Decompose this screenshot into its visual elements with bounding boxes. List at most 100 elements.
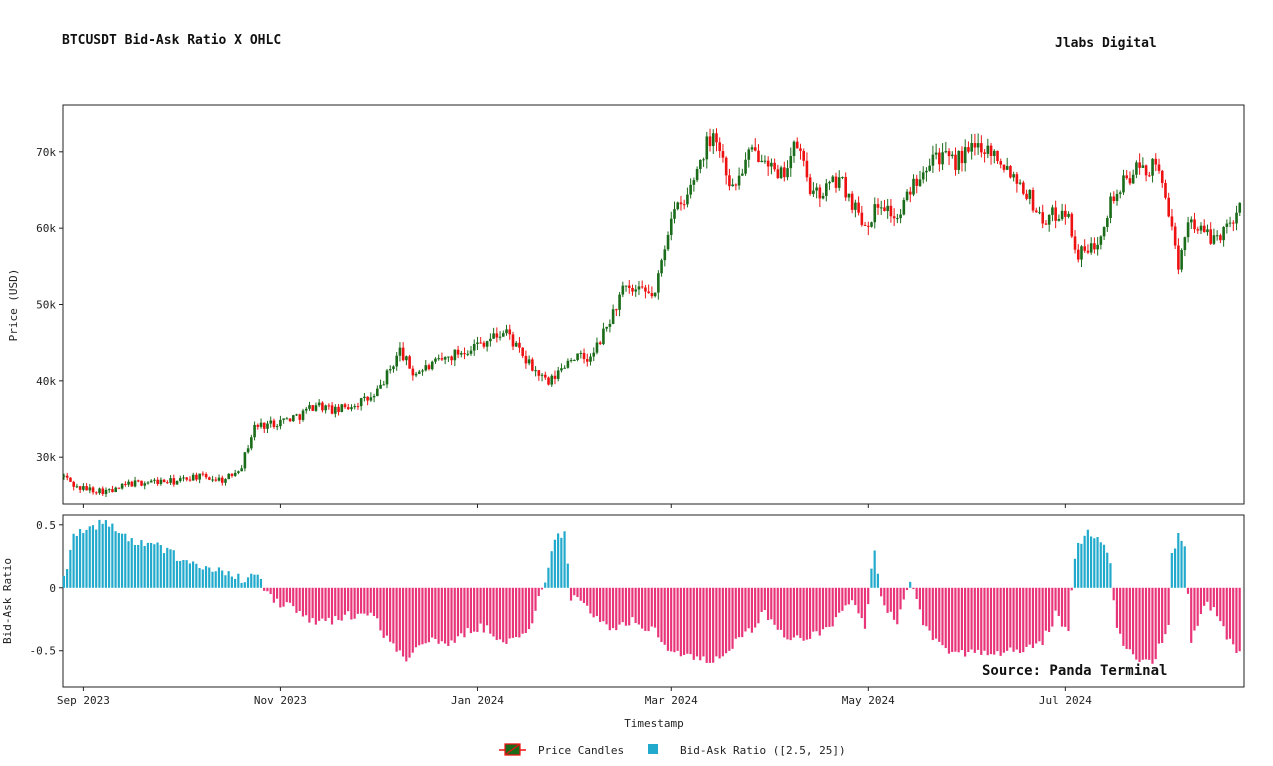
ratio-bar: [1106, 552, 1109, 588]
candle-body: [140, 480, 143, 486]
ratio-bar: [363, 587, 366, 614]
candle-body: [831, 176, 835, 182]
candle-body: [618, 294, 621, 310]
ratio-bar: [88, 526, 91, 588]
ratio-bar: [954, 587, 957, 652]
ratio-bar: [1012, 587, 1015, 652]
candle-body: [879, 207, 883, 209]
ratio-bar: [792, 587, 796, 638]
candle-body: [204, 474, 208, 478]
candle-body: [1144, 165, 1148, 176]
ratio-bar: [398, 587, 401, 651]
chart-title: BTCUSDT Bid-Ask Ratio X OHLC: [62, 33, 281, 48]
ratio-bar: [211, 571, 214, 588]
candle-body: [747, 149, 751, 160]
ratio-bar: [440, 587, 443, 642]
ratio-bar: [317, 587, 321, 621]
ratio-bar: [1102, 544, 1106, 588]
candle-body: [127, 481, 130, 485]
candle-body: [1002, 164, 1006, 170]
candle-body: [1073, 236, 1077, 250]
candle-body: [941, 152, 944, 165]
ratio-bar: [1073, 558, 1077, 588]
candle-body: [553, 375, 557, 379]
candle-body: [253, 424, 256, 438]
ratio-bar: [1015, 587, 1018, 650]
candle-body: [944, 151, 948, 153]
legend-candle-diag: [504, 743, 521, 756]
ratio-bar: [1206, 587, 1209, 602]
ratio-bar: [272, 587, 275, 603]
ratio-bar: [973, 587, 976, 653]
candle-body: [870, 222, 873, 227]
candle-body: [88, 487, 92, 491]
candle-body: [237, 471, 240, 473]
ratio-bar: [944, 587, 947, 649]
ratio-bar: [844, 587, 847, 606]
ratio-bar: [734, 587, 737, 639]
ratio-bar: [925, 587, 928, 627]
candle-body: [285, 418, 289, 420]
ratio-bar: [431, 587, 434, 638]
candle-body: [1222, 226, 1225, 241]
ratio-bar: [1028, 587, 1031, 645]
candle-body: [311, 405, 315, 411]
candle-body: [783, 167, 786, 178]
ratio-bar: [376, 587, 379, 619]
candle-body: [98, 488, 101, 494]
ratio-bar: [359, 587, 363, 614]
candle-body: [573, 359, 576, 361]
candles-layer: [62, 128, 1242, 498]
candle-body: [1206, 229, 1209, 233]
ratio-bar: [828, 587, 831, 627]
candle-body: [598, 342, 602, 345]
ratio-bar: [485, 587, 489, 626]
candle-body: [240, 468, 243, 472]
candle-body: [479, 342, 482, 344]
candle-body: [85, 486, 88, 491]
ratio-bar: [922, 587, 925, 626]
ratio-bar: [1044, 587, 1047, 631]
candle-body: [450, 356, 453, 361]
candle-body: [527, 359, 531, 364]
ratio-bar: [285, 587, 288, 603]
ratio-bar: [1054, 587, 1057, 611]
ratio-bar: [479, 587, 482, 624]
ratio-bar: [78, 529, 82, 588]
ratio-bar: [343, 587, 347, 615]
ratio-bar: [624, 587, 628, 626]
ratio-bar: [989, 587, 993, 655]
ratio-bar: [1164, 587, 1167, 635]
ratio-bar: [1035, 587, 1038, 644]
ratio-bar: [608, 587, 611, 631]
ratio-bar: [266, 587, 269, 592]
candle-body: [443, 357, 447, 360]
candle-body: [860, 212, 864, 225]
candle-body: [356, 406, 360, 408]
candle-body: [430, 361, 434, 370]
candle-body: [611, 309, 615, 324]
candle-body: [69, 477, 72, 482]
ratio-bar: [1215, 587, 1219, 617]
candle-body: [514, 342, 518, 347]
ratio-bar: [576, 587, 579, 598]
ratio-bar: [230, 576, 233, 588]
candle-body: [398, 347, 402, 356]
candle-body: [621, 285, 625, 295]
ratio-bar: [880, 587, 883, 597]
ratio-bar: [602, 587, 605, 622]
candle-body: [634, 289, 638, 292]
ratio-bar: [873, 550, 876, 588]
ratio-bar: [330, 587, 334, 625]
candle-body: [963, 147, 967, 164]
candle-body: [928, 165, 931, 171]
ratio-bar: [450, 587, 453, 641]
ratio-bar: [912, 587, 915, 590]
ratio-bar: [838, 587, 841, 613]
candle-body: [718, 142, 722, 152]
candle-body: [1235, 212, 1238, 224]
ratio-bar: [1115, 587, 1119, 628]
price-panel-frame: [62, 104, 1245, 505]
candle-body: [133, 480, 137, 487]
